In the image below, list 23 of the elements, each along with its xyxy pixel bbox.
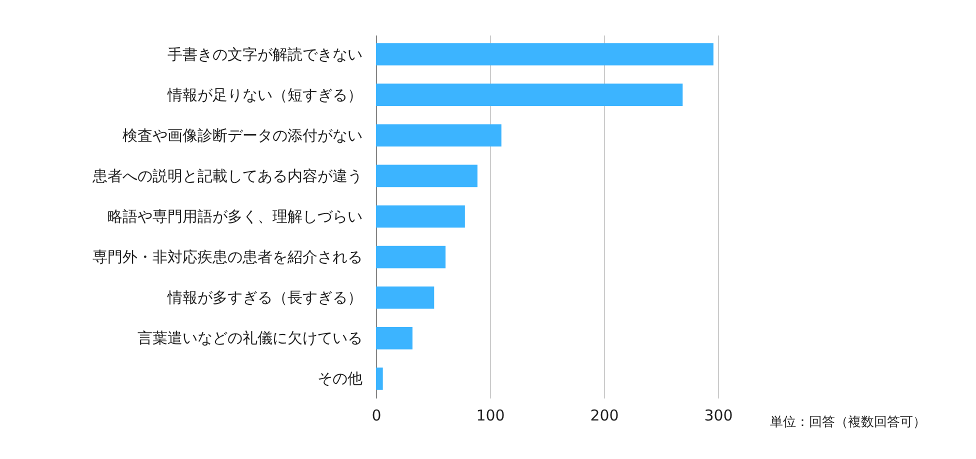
y-tick-label: 専門外・非対応疾患の患者を紹介される — [92, 248, 362, 266]
text: 単位：回答（複数回答可） — [770, 415, 926, 430]
y-tick-label: 情報が足りない（短すぎる） — [166, 86, 362, 104]
y-tick-label: 患者への説明と記載してある内容が違う — [92, 166, 362, 185]
bar — [376, 43, 714, 66]
y-tick-label: 検査や画像診断データの添付がない — [122, 126, 362, 144]
x-tick-label: 100 — [476, 406, 505, 424]
bar — [376, 124, 502, 147]
x-tick-label: 300 — [704, 406, 733, 424]
bar — [376, 286, 434, 309]
bar — [376, 205, 465, 228]
bar — [376, 164, 478, 188]
bar — [376, 246, 446, 268]
x-tick-label: 0 — [372, 406, 382, 424]
x-tick-label: 200 — [590, 406, 619, 424]
y-tick-label: 言葉遣いなどの礼儀に欠けている — [138, 329, 362, 348]
bar — [376, 84, 683, 106]
y-tick-label: 略語や専門用語が多く、理解しづらい — [108, 208, 362, 226]
y-tick-label: 情報が多すぎる（長すぎる） — [166, 288, 362, 307]
y-tick-label: その他 — [318, 370, 362, 388]
y-tick-label: 手書きの文字が解読できない — [168, 45, 362, 64]
bar — [376, 327, 412, 350]
bar — [376, 368, 383, 390]
